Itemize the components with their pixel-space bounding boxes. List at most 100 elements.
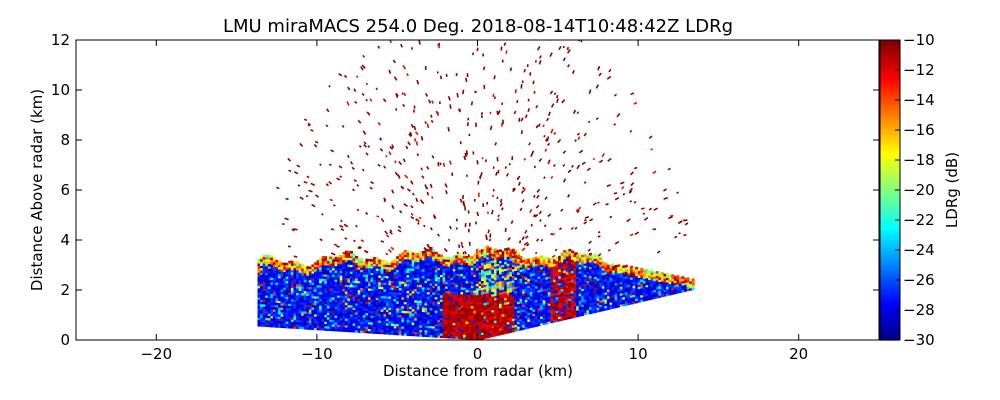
ldr-cell (645, 282, 649, 286)
ldr-cell (457, 311, 461, 315)
ldr-cell (262, 310, 266, 314)
ldr-cell (627, 266, 631, 270)
ldr-cell (355, 271, 359, 275)
ldr-cell (275, 325, 279, 328)
ldr-cell (545, 321, 549, 325)
ldr-cell (630, 274, 634, 278)
ldr-cell (555, 285, 559, 289)
ldr-cell (301, 295, 305, 298)
ldr-cell (285, 314, 289, 318)
ldr-cell (267, 322, 271, 325)
ldr-cell (306, 293, 310, 296)
ldr-cell (355, 289, 359, 293)
ldr-cell (324, 316, 328, 320)
ldr-cell (496, 272, 500, 276)
ldr-cell (375, 299, 379, 303)
ldr-cell (278, 278, 281, 281)
ldr-cell (506, 317, 510, 320)
ldr-cell (481, 264, 484, 268)
ldr-cell (586, 307, 590, 311)
ldr-cell (537, 283, 541, 286)
ldr-cell (350, 327, 353, 331)
ldr-cell (275, 302, 279, 306)
ldr-cell (586, 267, 590, 270)
ldr-cell (424, 273, 428, 277)
ldr-cell (267, 286, 271, 289)
ldr-cell (442, 277, 446, 280)
ldr-cell (326, 290, 330, 293)
ldr-cell (578, 257, 582, 261)
ldr-cell (257, 265, 261, 269)
ldr-cell (306, 288, 310, 292)
ldr-cell (329, 272, 333, 275)
ldr-cell (362, 314, 366, 318)
ldr-cell (380, 309, 384, 312)
ldr-cell (509, 296, 513, 300)
ldr-cell (280, 300, 284, 304)
ldr-cell (298, 322, 302, 325)
ldr-cell (414, 255, 418, 258)
ldr-cell (334, 315, 338, 318)
ldr-cell (506, 294, 510, 298)
ldr-cell (558, 294, 562, 297)
ldr-cell (504, 329, 508, 332)
ldr-cell (589, 309, 592, 312)
ldr-cell (352, 307, 356, 310)
ldr-cell (334, 279, 338, 282)
ldr-cell (671, 278, 675, 282)
ldr-cell (398, 310, 402, 313)
ldr-cell (648, 290, 652, 294)
ldr-cell (280, 320, 284, 324)
ldr-cell (447, 270, 451, 274)
ldr-cell (519, 300, 523, 304)
ldr-cell (421, 329, 425, 333)
ldr-cell (403, 290, 407, 293)
ldr-cell (414, 275, 418, 278)
ldr-cell (270, 261, 274, 265)
ldr-cell (650, 297, 654, 300)
ldr-cell (403, 328, 407, 332)
ldr-cell (326, 305, 330, 309)
ldr-cell (547, 305, 551, 309)
ldr-cell (455, 277, 459, 281)
ldr-cell (578, 266, 582, 270)
ldr-cell (275, 289, 279, 292)
ldr-cell (483, 286, 487, 290)
ldr-cell (326, 319, 330, 322)
ldr-cell (455, 266, 459, 270)
ldr-cell (357, 321, 361, 324)
ldr-cell (504, 315, 508, 319)
ldr-cell (360, 330, 364, 333)
ldr-cell (306, 322, 310, 326)
ldr-cell (604, 269, 608, 273)
ldr-cell (578, 311, 582, 315)
ldr-cell (666, 275, 669, 278)
ldr-cell (370, 270, 374, 273)
ldr-cell (368, 281, 371, 284)
ldr-cell (493, 286, 497, 290)
ldr-cell (460, 275, 464, 279)
ldr-cell (447, 295, 451, 298)
ldr-cell (332, 303, 335, 307)
ldr-cell (257, 285, 261, 289)
ldr-cell (681, 289, 685, 293)
ldr-cell (583, 301, 587, 305)
ldr-cell (547, 319, 551, 322)
ldr-cell (663, 294, 667, 297)
ldr-cell (339, 259, 343, 262)
ldr-cell (642, 289, 646, 293)
ldr-cell (260, 310, 263, 314)
ldr-cell (517, 317, 520, 320)
ldr-cell (342, 329, 346, 332)
ldr-cell (601, 268, 605, 271)
ldr-cell (645, 269, 649, 272)
ldr-cell (601, 263, 605, 267)
ldr-cell (368, 258, 371, 262)
ldr-cell (609, 263, 613, 267)
ldr-cell (565, 260, 569, 264)
ldr-cell (671, 285, 675, 288)
ldr-cell (493, 257, 497, 260)
ldr-cell (460, 282, 464, 286)
ldr-cell (614, 269, 618, 273)
ldr-cell (583, 265, 587, 269)
